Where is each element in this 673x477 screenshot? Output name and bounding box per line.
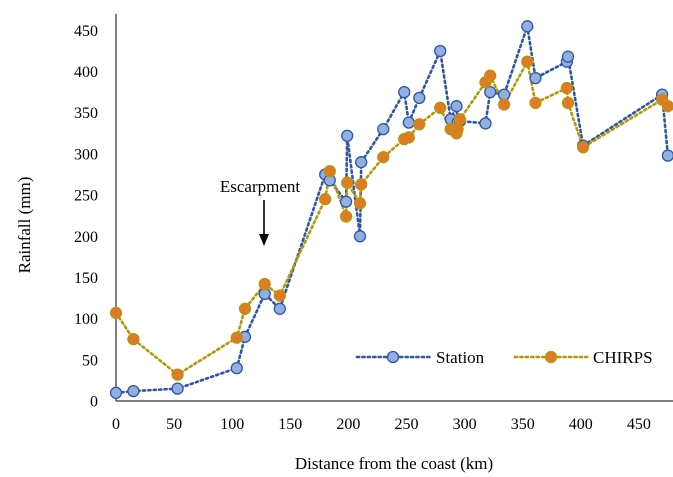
data-point-station xyxy=(127,384,140,398)
data-point-station xyxy=(273,302,286,315)
data-point-chirps xyxy=(258,277,271,291)
axes xyxy=(115,13,673,402)
data-point-station xyxy=(402,116,415,129)
data-point-chirps xyxy=(127,333,140,346)
data-point-station xyxy=(484,85,497,99)
y-tick-label: 50 xyxy=(82,352,98,369)
legend-marker-chirps xyxy=(544,350,558,364)
data-point-chirps xyxy=(413,118,426,131)
data-point-chirps xyxy=(171,368,184,381)
x-tick-label: 400 xyxy=(569,416,593,433)
legend-label-chirps: CHIRPS xyxy=(593,348,653,367)
x-tick-label: 200 xyxy=(336,416,360,433)
data-point-chirps xyxy=(434,101,447,114)
data-point-chirps xyxy=(451,123,464,136)
x-tick-label: 50 xyxy=(166,416,182,433)
data-point-chirps xyxy=(355,178,368,191)
y-tick-label: 200 xyxy=(74,229,98,246)
y-tick-label: 350 xyxy=(74,105,98,122)
data-point-chirps xyxy=(230,331,243,344)
x-tick-labels: 0 50 100 150 200 250 300 350 400 450 xyxy=(112,416,651,433)
legend-label-station: Station xyxy=(436,348,485,367)
data-point-station xyxy=(521,20,534,33)
data-point-chirps xyxy=(323,165,336,178)
y-tick-label: 150 xyxy=(74,270,98,287)
x-tick-label: 350 xyxy=(511,416,535,433)
data-point-chirps xyxy=(353,197,367,210)
data-point-station xyxy=(377,123,390,136)
series-lines xyxy=(114,25,670,395)
x-tick-label: 150 xyxy=(278,416,302,433)
data-point-chirps xyxy=(339,210,353,223)
data-point-station xyxy=(230,361,243,375)
series-markers xyxy=(109,20,673,399)
data-point-chirps xyxy=(319,193,332,206)
data-point-chirps xyxy=(484,69,497,82)
annotation-arrow-head xyxy=(259,234,269,246)
series-line-station xyxy=(114,25,670,395)
annotation-label: Escarpment xyxy=(220,177,301,196)
y-axis-title: Rainfall (mm) xyxy=(15,177,34,274)
x-tick-label: 0 xyxy=(112,416,120,433)
data-point-chirps xyxy=(561,96,575,110)
data-point-station xyxy=(479,117,492,130)
data-point-station xyxy=(450,100,463,113)
y-tick-label: 450 xyxy=(74,23,98,40)
data-point-chirps xyxy=(453,113,467,126)
y-tick-label: 250 xyxy=(74,188,98,205)
data-point-station xyxy=(434,44,447,58)
legend: Station CHIRPS xyxy=(355,348,653,367)
legend-item-chirps: CHIRPS xyxy=(513,348,653,367)
y-tick-label: 400 xyxy=(74,64,98,81)
data-point-chirps xyxy=(576,141,590,154)
escarpment-annotation: Escarpment xyxy=(220,177,301,246)
data-point-chirps xyxy=(109,306,123,320)
x-tick-label: 100 xyxy=(220,416,244,433)
data-point-chirps xyxy=(497,98,511,111)
legend-item-station: Station xyxy=(355,348,485,367)
y-tick-label: 300 xyxy=(74,146,98,163)
x-tick-label: 300 xyxy=(453,416,477,433)
data-point-chirps xyxy=(377,151,390,164)
data-point-station xyxy=(413,91,426,105)
data-point-chirps xyxy=(521,55,534,68)
data-point-station xyxy=(109,386,123,399)
x-tick-label: 250 xyxy=(395,416,419,433)
data-point-chirps xyxy=(529,96,542,110)
data-point-station xyxy=(529,71,542,85)
data-point-station xyxy=(398,85,411,99)
data-point-station xyxy=(339,195,353,208)
series-line-chirps xyxy=(114,57,670,377)
y-tick-label: 100 xyxy=(74,311,98,328)
data-point-chirps xyxy=(341,176,354,189)
data-point-station xyxy=(171,382,184,395)
data-point-chirps xyxy=(273,289,286,302)
x-axis-title: Distance from the coast (km) xyxy=(295,454,493,473)
data-point-station xyxy=(561,50,575,63)
data-point-station xyxy=(355,156,368,169)
x-tick-label: 450 xyxy=(627,416,651,433)
y-tick-label: 0 xyxy=(90,394,98,411)
data-point-station xyxy=(341,129,354,142)
data-point-station xyxy=(353,230,367,243)
legend-marker-station xyxy=(386,350,400,364)
data-point-chirps xyxy=(560,81,574,95)
data-point-chirps xyxy=(402,131,415,144)
y-tick-labels: 0 50 100 150 200 250 300 350 400 450 xyxy=(74,23,98,411)
data-point-station xyxy=(661,149,673,162)
data-point-chirps xyxy=(661,100,673,113)
data-point-chirps xyxy=(238,302,252,315)
